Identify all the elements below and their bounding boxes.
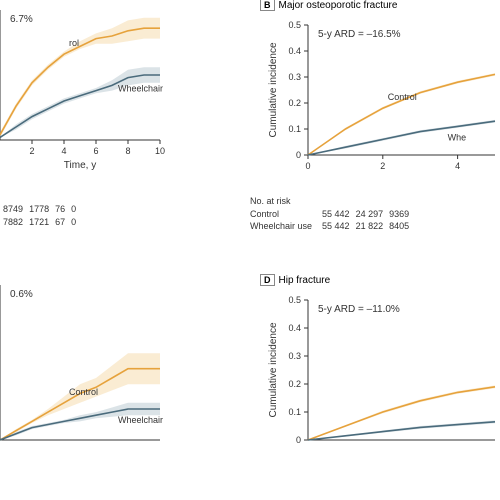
svg-text:5-y ARD = –11.0%: 5-y ARD = –11.0% — [318, 304, 400, 315]
svg-text:0.5: 0.5 — [288, 295, 301, 305]
svg-text:10: 10 — [155, 146, 165, 156]
panel-a: 2 4 6 8 10 Time, y 6.7% rol Wheelchair — [0, 0, 170, 175]
svg-text:Control: Control — [388, 92, 417, 102]
svg-text:Time, y: Time, y — [64, 160, 96, 171]
risk-header: No. at risk — [250, 195, 415, 208]
panel-b: BMajor osteoporotic fracture 00.10.20.30… — [260, 0, 500, 190]
svg-text:4: 4 — [61, 146, 66, 156]
svg-text:0.4: 0.4 — [288, 323, 301, 333]
svg-text:0.5: 0.5 — [288, 20, 301, 30]
svg-text:5-y ARD = –16.5%: 5-y ARD = –16.5% — [318, 29, 401, 40]
svg-text:6.7%: 6.7% — [10, 14, 33, 25]
svg-text:0.1: 0.1 — [288, 124, 301, 134]
risk-row: 06478821721670 — [0, 216, 82, 229]
svg-text:0.6%: 0.6% — [10, 289, 33, 300]
panel-b-label: B Major osteoporotic fracture — [260, 0, 397, 11]
svg-text:0.3: 0.3 — [288, 72, 301, 82]
risk-row: Control55 44224 2979369 — [250, 208, 415, 221]
svg-text:2: 2 — [380, 161, 385, 171]
svg-text:0: 0 — [296, 150, 301, 160]
risk-row: Wheelchair use55 44221 8228405 — [250, 220, 415, 233]
panel-c: 0.6% Control Wheelchair — [0, 275, 170, 450]
svg-text:0: 0 — [305, 161, 310, 171]
chart-a: 2 4 6 8 10 Time, y 6.7% rol Wheelchair — [0, 0, 170, 175]
panel-d-title: Hip fracture — [279, 275, 331, 286]
svg-text:rol: rol — [69, 38, 79, 48]
svg-text:Wheelchair: Wheelchair — [118, 84, 163, 94]
svg-text:6: 6 — [93, 146, 98, 156]
chart-c: 0.6% Control Wheelchair — [0, 275, 170, 450]
chart-d: 0 0.1 0.2 0.3 0.4 0.5 Cumulative incidence 5-y … — [260, 290, 500, 465]
svg-text:8: 8 — [125, 146, 130, 156]
risk-table-right: No. at risk Control55 44224 2979369 Whee… — [250, 195, 415, 233]
panel-d: D Hip fracture 0 0.1 0.2 0.3 0.4 0.5 Cumulative… — [260, 275, 500, 465]
svg-text:4: 4 — [455, 161, 460, 171]
svg-text:0.3: 0.3 — [288, 351, 301, 361]
svg-text:Cumulative incidence: Cumulative incidence — [268, 42, 279, 137]
panel-b-letter: B — [260, 0, 275, 11]
chart-b: 0 0.1 0.2 0.3 0.4 0.5 0 2 4 Cumulative incidence 5… — [260, 15, 500, 190]
panel-d-letter: D — [260, 274, 275, 286]
svg-text:0.2: 0.2 — [288, 379, 301, 389]
panel-d-label: D Hip fracture — [260, 275, 330, 286]
svg-text:2: 2 — [29, 146, 34, 156]
svg-text:Whe: Whe — [448, 132, 467, 142]
svg-text:0.4: 0.4 — [288, 46, 301, 56]
svg-text:0.2: 0.2 — [288, 98, 301, 108]
risk-row: 32187491778760 — [0, 203, 82, 216]
risk-table-left: 32187491778760 06478821721670 — [0, 203, 82, 228]
svg-text:0: 0 — [296, 435, 301, 445]
svg-text:Cumulative incidence: Cumulative incidence — [268, 322, 279, 417]
panel-b-title: Major osteoporotic fracture — [279, 0, 398, 11]
svg-text:0.1: 0.1 — [288, 407, 301, 417]
svg-text:Wheelchair: Wheelchair — [118, 415, 163, 425]
svg-text:Control: Control — [69, 387, 98, 397]
